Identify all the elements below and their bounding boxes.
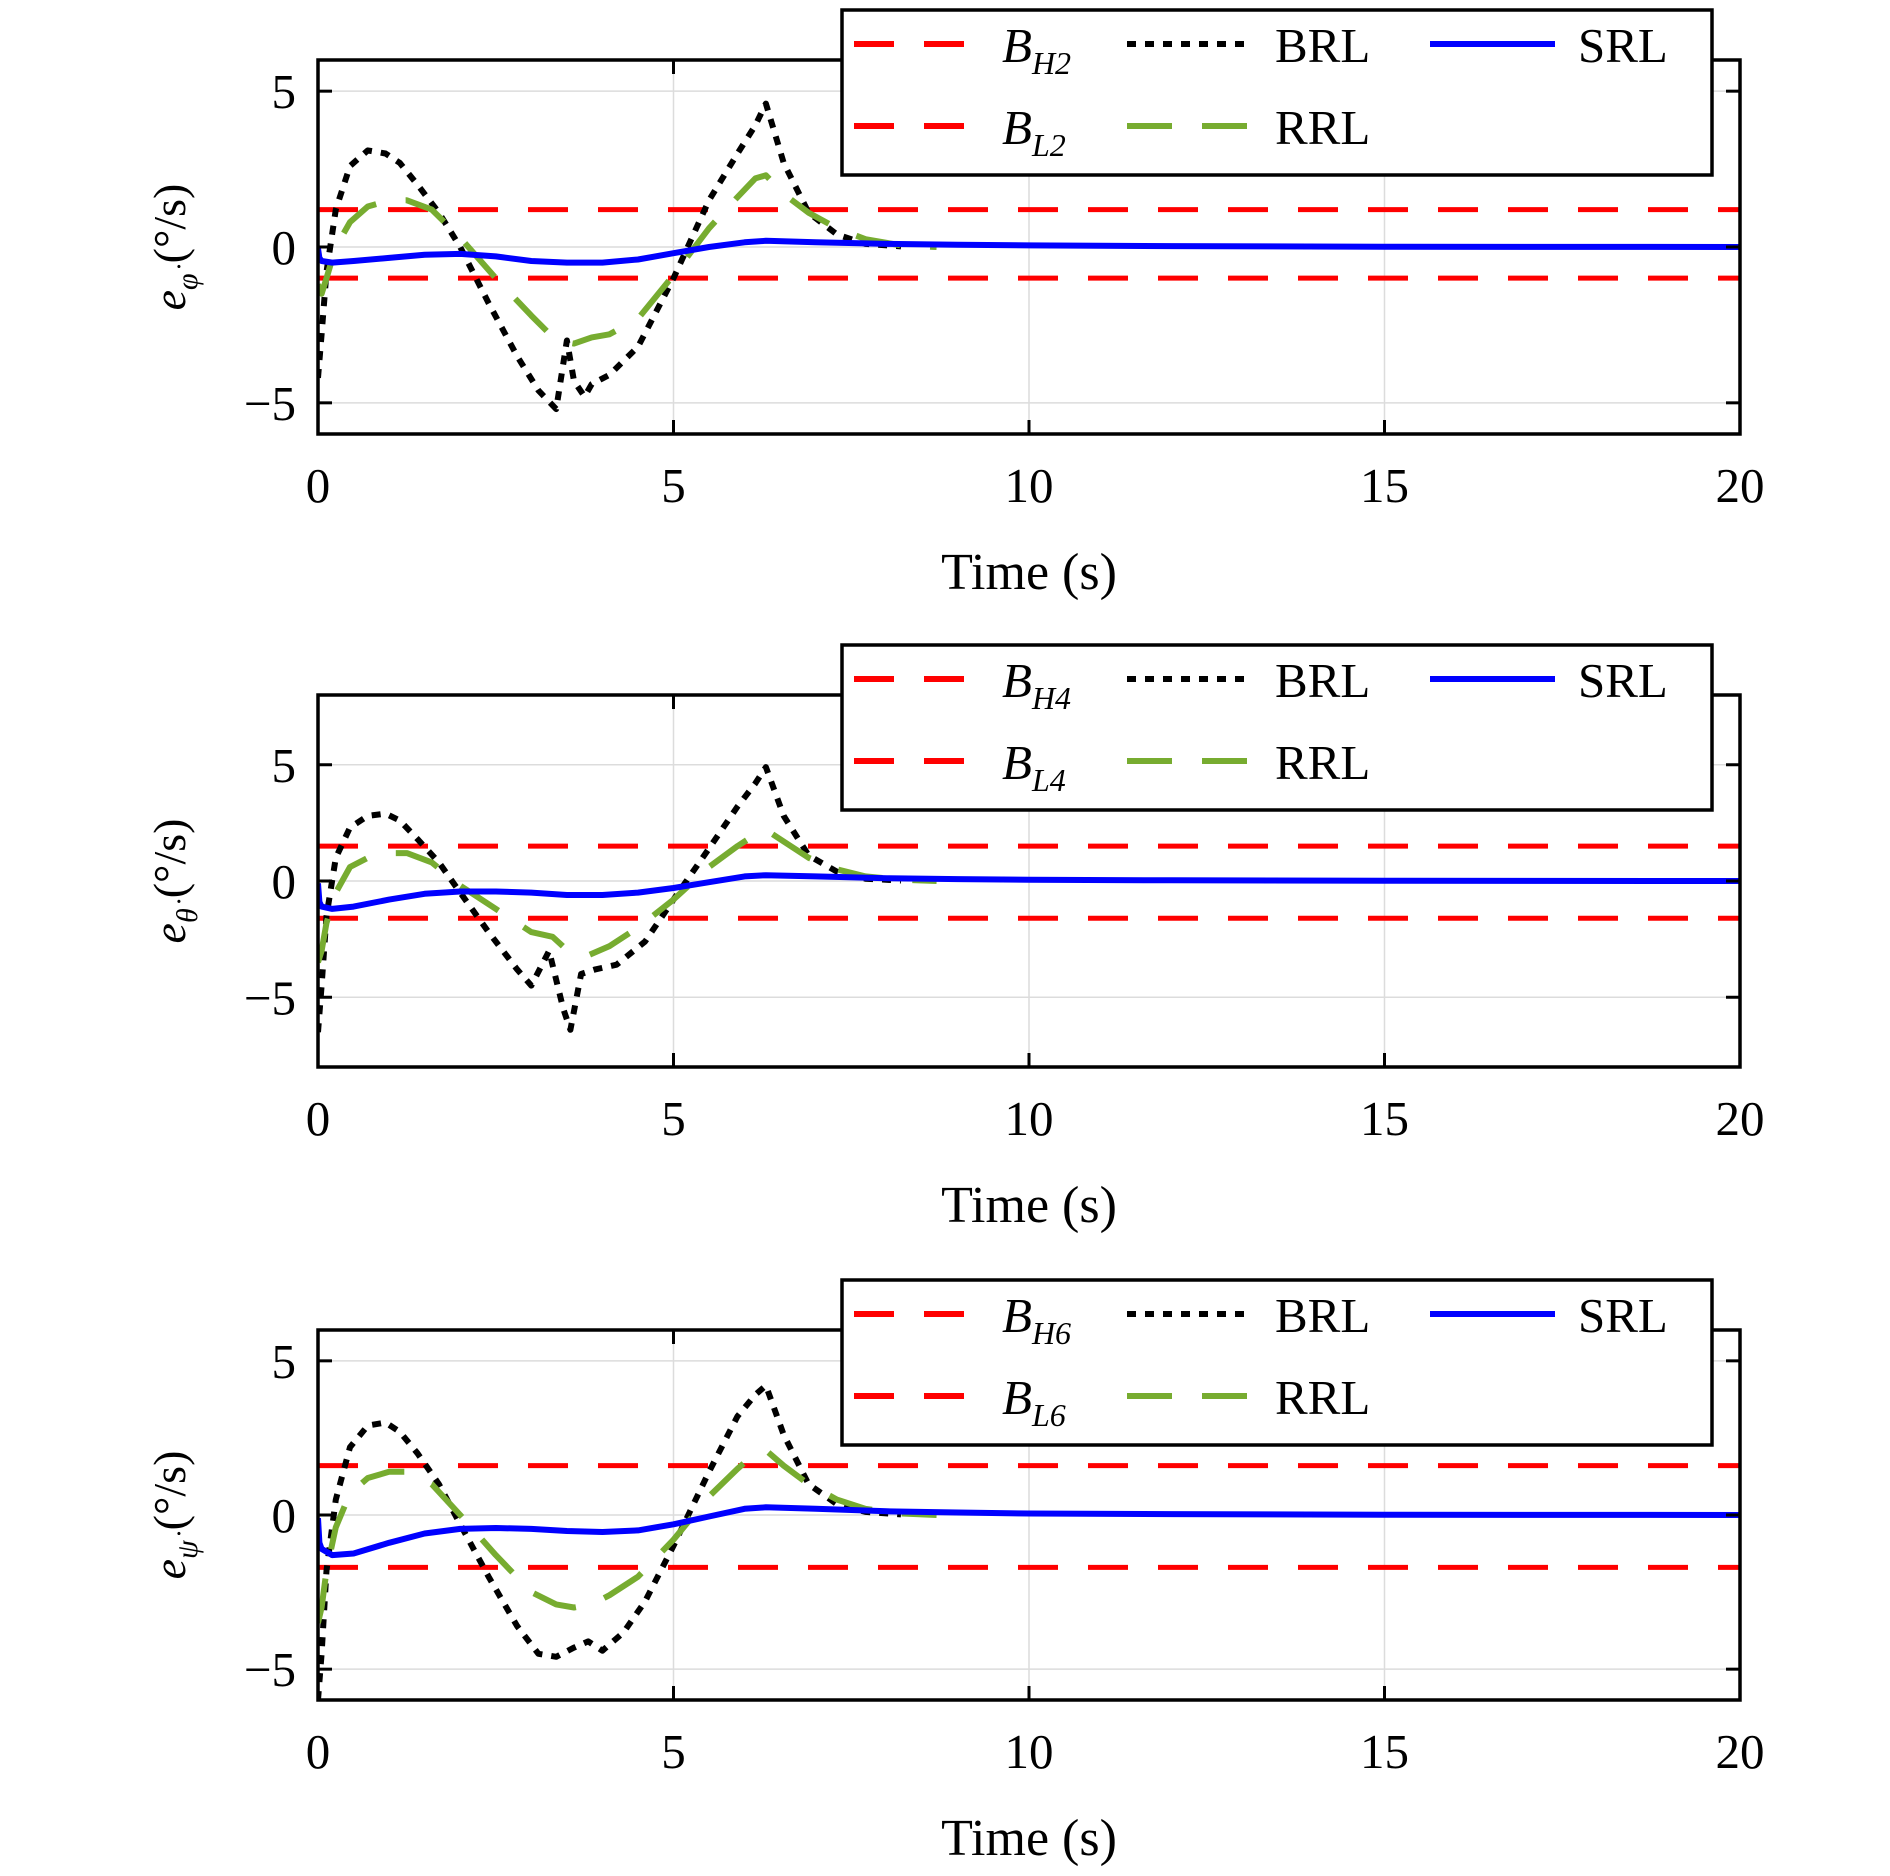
legend-label-bl: BL6: [1002, 1370, 1066, 1433]
series-rrl-line: [318, 172, 937, 347]
x-axis-title: Time (s): [941, 544, 1117, 601]
legend-label-symbol: B: [1002, 1288, 1032, 1343]
y-tick-label: 0: [272, 220, 297, 275]
legend-label-subscript: L4: [1031, 762, 1066, 798]
y-axis-title: eθ̇(°/s): [144, 819, 204, 944]
y-axis-title: eψ̇(°/s): [144, 1451, 204, 1580]
y-tick-label: 5: [272, 1334, 297, 1389]
legend-box: [840, 643, 1714, 812]
y-tick-label: −5: [244, 376, 296, 431]
legend-label-symbol: B: [1002, 100, 1032, 155]
legend-label-rrl: RRL: [1275, 100, 1370, 155]
x-tick-label: 10: [1005, 1724, 1054, 1779]
legend-label-brl: BRL: [1275, 18, 1370, 73]
x-tick-label: 0: [306, 1091, 331, 1146]
x-tick-label: 5: [661, 1724, 686, 1779]
legend-label-srl: SRL: [1578, 653, 1668, 708]
series-rrl-line: [318, 826, 937, 964]
x-tick-label: 10: [1005, 458, 1054, 513]
legend-label-symbol: B: [1002, 1370, 1032, 1425]
x-tick-label: 15: [1360, 458, 1409, 513]
x-tick-label: 0: [306, 1724, 331, 1779]
y-axis-title-unit: (°/s): [144, 184, 195, 264]
legend-label-bh: BH2: [1002, 18, 1071, 81]
y-tick-label: 0: [272, 854, 297, 909]
y-tick-label: 0: [272, 1488, 297, 1543]
y-tick-label: 5: [272, 738, 297, 793]
y-tick-label: −5: [244, 1642, 296, 1697]
x-tick-label: 20: [1716, 1091, 1765, 1146]
plot-area: [318, 100, 1740, 413]
legend-label-bl: BL4: [1002, 735, 1066, 798]
legend-box: [840, 1278, 1714, 1447]
legend-label-rrl: RRL: [1275, 1370, 1370, 1425]
x-tick-label: 15: [1360, 1091, 1409, 1146]
legend-label-bh: BH6: [1002, 1288, 1071, 1351]
legend-label-subscript: H4: [1031, 680, 1071, 716]
y-tick-label: 5: [272, 64, 297, 119]
legend-label-srl: SRL: [1578, 1288, 1668, 1343]
y-axis-title-subscript: φ̇: [171, 264, 204, 290]
legend-label-subscript: H2: [1031, 45, 1071, 81]
y-axis-title-unit: (°/s): [144, 1451, 195, 1531]
legend-label-symbol: B: [1002, 653, 1032, 708]
series-brl-line: [318, 764, 902, 1033]
legend-label-subscript: L2: [1031, 127, 1066, 163]
y-axis-title-subscript: ψ̇: [171, 1531, 204, 1559]
y-axis-title-subscript: θ̇: [171, 899, 204, 923]
y-axis-title: eφ̇(°/s): [144, 184, 204, 311]
y-tick-label: −5: [244, 970, 296, 1025]
series-srl-line: [318, 872, 1740, 912]
x-axis-title: Time (s): [941, 1810, 1117, 1867]
x-tick-label: 5: [661, 458, 686, 513]
y-axis-title-text: eφ̇(°/s): [144, 184, 204, 311]
x-tick-label: 20: [1716, 1724, 1765, 1779]
x-tick-label: 5: [661, 1091, 686, 1146]
series-brl-line: [318, 100, 902, 413]
series-rrl-line: [318, 1447, 937, 1624]
legend-box: [840, 8, 1714, 177]
x-tick-label: 0: [306, 458, 331, 513]
legend-label-symbol: B: [1002, 18, 1032, 73]
plot-area: [318, 1382, 1740, 1700]
legend-label-srl: SRL: [1578, 18, 1668, 73]
plot-area: [318, 764, 1740, 1033]
x-tick-label: 15: [1360, 1724, 1409, 1779]
series-srl-line: [318, 237, 1740, 266]
y-axis-title-symbol: e: [144, 923, 195, 943]
legend-label-bl: BL2: [1002, 100, 1066, 163]
y-axis-title-text: eψ̇(°/s): [144, 1451, 204, 1580]
legend-label-brl: BRL: [1275, 1288, 1370, 1343]
legend-label-bh: BH4: [1002, 653, 1071, 716]
legend-label-subscript: L6: [1031, 1397, 1066, 1433]
y-axis-title-symbol: e: [144, 1559, 195, 1579]
y-axis-title-unit: (°/s): [144, 819, 195, 899]
legend-label-symbol: B: [1002, 735, 1032, 790]
x-tick-label: 20: [1716, 458, 1765, 513]
y-axis-title-text: eθ̇(°/s): [144, 819, 204, 944]
x-tick-label: 10: [1005, 1091, 1054, 1146]
legend-label-subscript: H6: [1031, 1315, 1071, 1351]
y-axis-title-symbol: e: [144, 290, 195, 310]
series-brl-line: [318, 1382, 902, 1700]
series-srl-line: [318, 1504, 1740, 1559]
legend-label-brl: BRL: [1275, 653, 1370, 708]
x-axis-title: Time (s): [941, 1177, 1117, 1234]
legend-label-rrl: RRL: [1275, 735, 1370, 790]
